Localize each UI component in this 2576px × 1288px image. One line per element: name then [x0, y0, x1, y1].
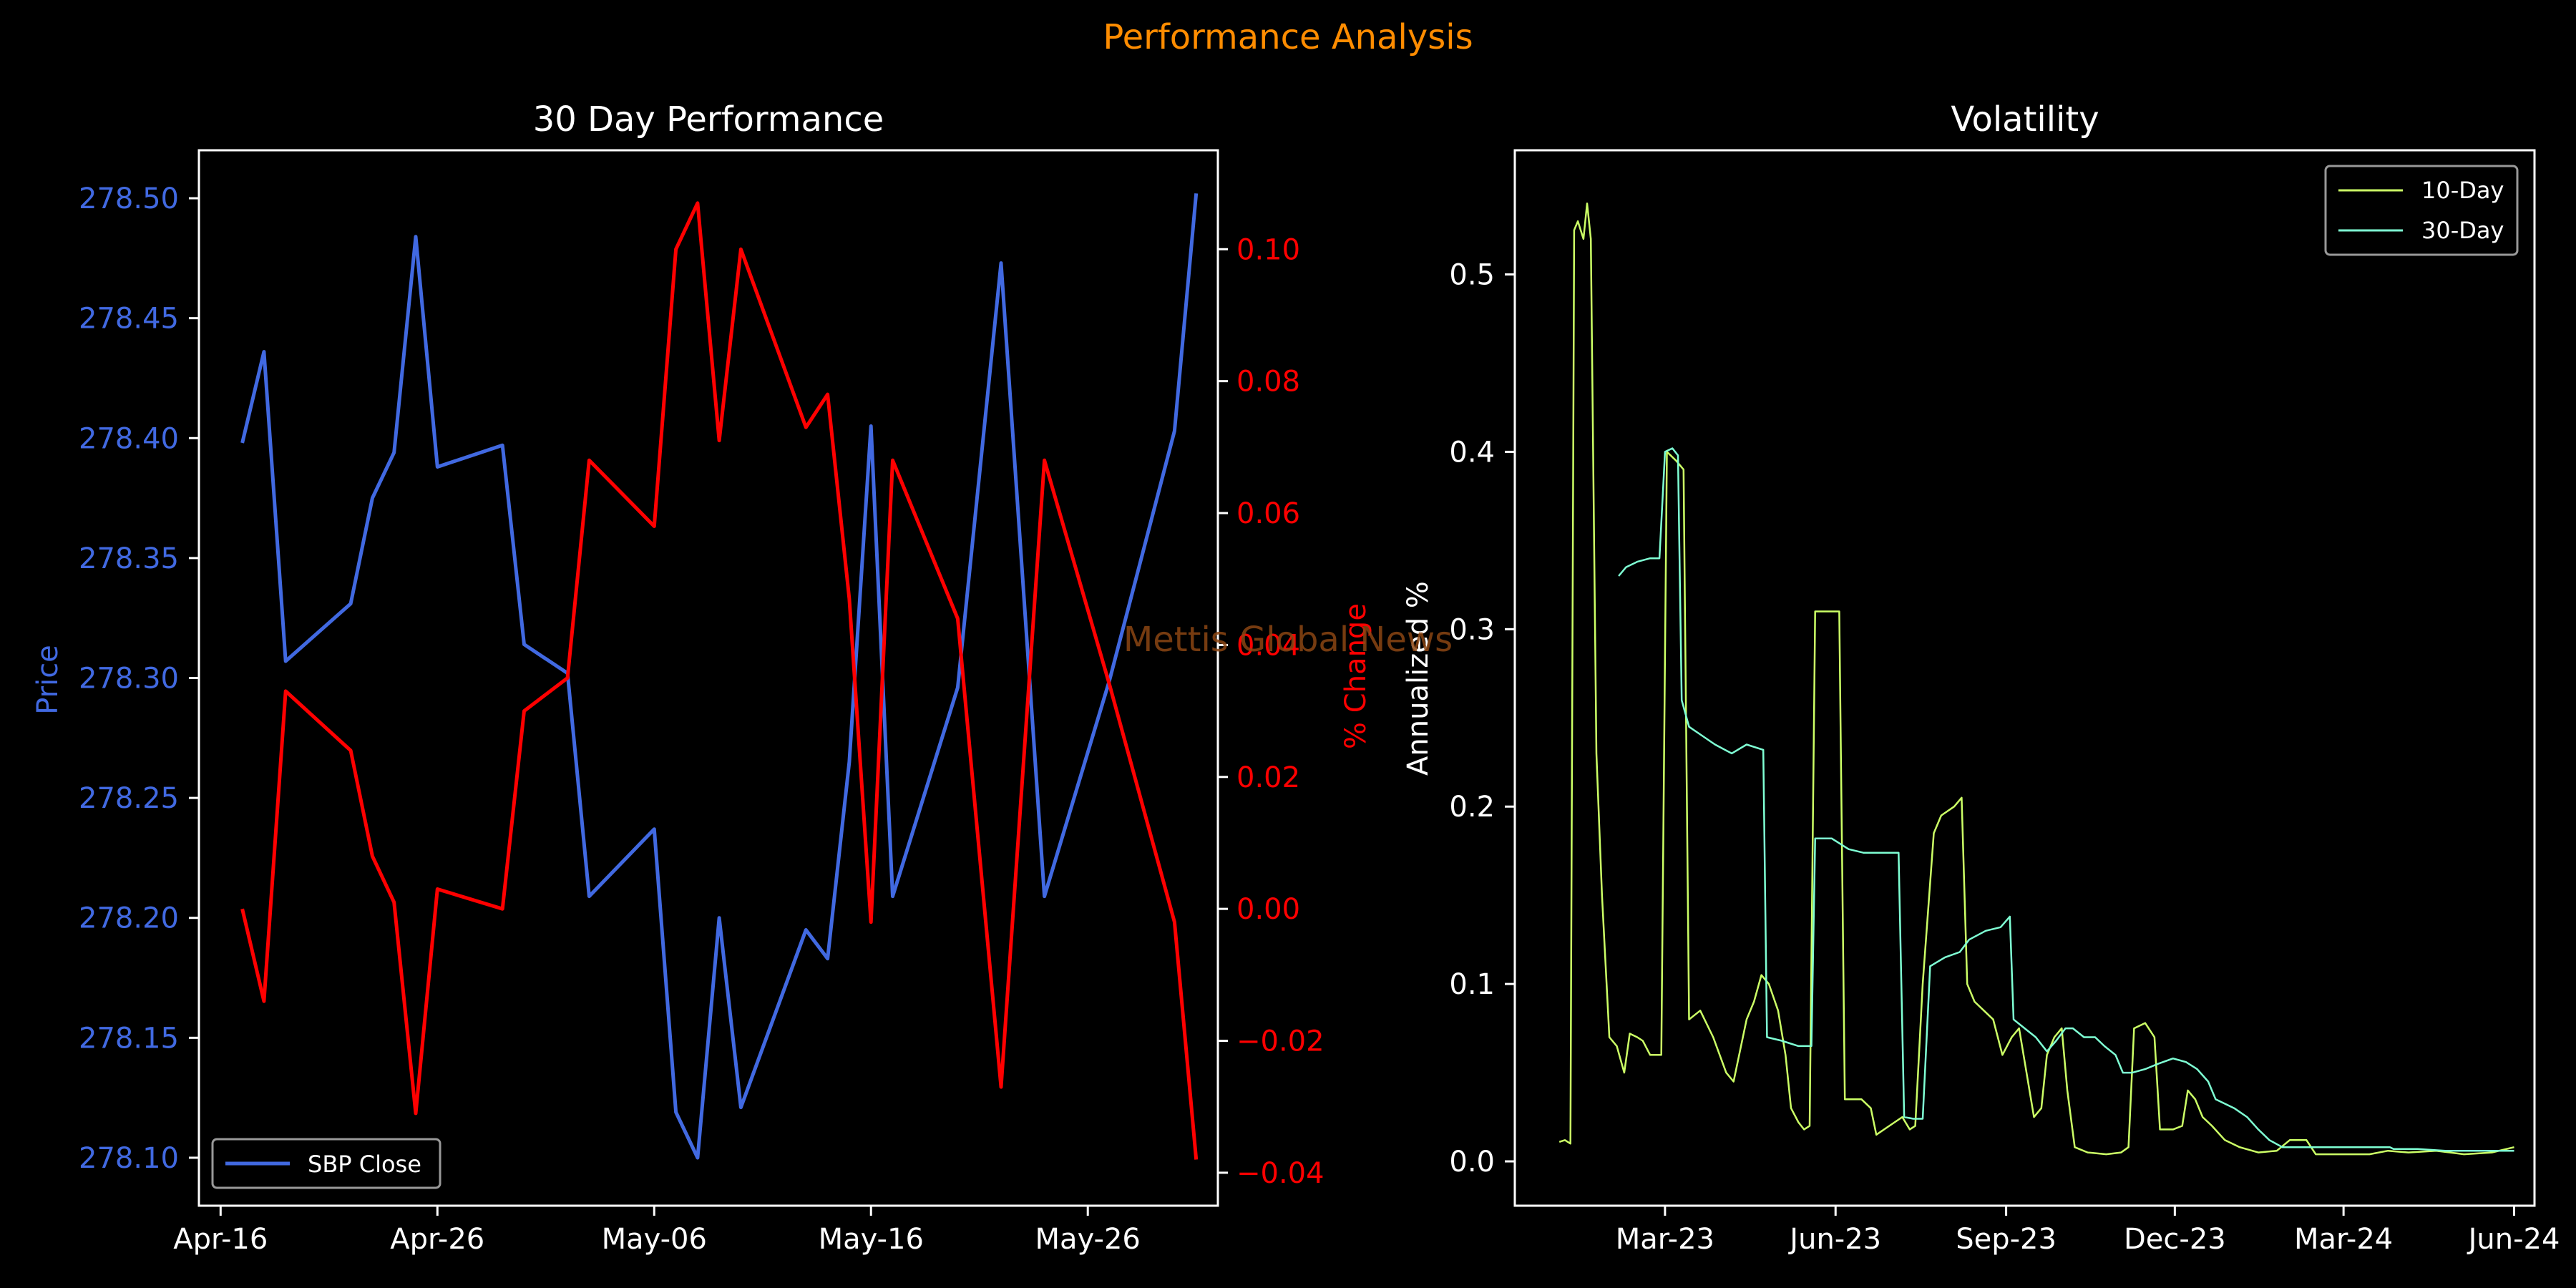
right-legend: 10-Day 30-Day	[2324, 165, 2519, 256]
right-y-tick-label: 0.00	[1236, 893, 1300, 926]
vol-30-day-line	[1618, 447, 2514, 1152]
vol-x-tick-label: Jun-24	[2467, 1223, 2560, 1256]
left-x-tick-label: Apr-16	[173, 1223, 268, 1256]
left-legend-box	[211, 1138, 441, 1189]
left-y-tick-label: 278.40	[79, 422, 179, 455]
vol-y-tick-label: 0.3	[1449, 613, 1495, 646]
right-y-tick-label: −0.04	[1236, 1157, 1324, 1190]
sbp-close-line	[240, 193, 1199, 1160]
left-y-tick-label: 278.35	[79, 542, 179, 575]
left-x-tick-label: Apr-26	[390, 1223, 484, 1256]
vol-x-tick-label: Mar-24	[2294, 1223, 2393, 1256]
right-y-axis-label: % Change	[1340, 603, 1372, 749]
left-y-tick-label: 278.15	[79, 1022, 179, 1055]
left-y-tick-label: 278.30	[79, 663, 179, 696]
right-chart-frame	[1513, 149, 2536, 1207]
vol-x-tick-label: Jun-23	[1787, 1223, 1881, 1256]
vol-y-tick-label: 0.2	[1449, 791, 1495, 824]
left-y-tick-label: 278.50	[79, 182, 179, 215]
vol-x-tick-label: Mar-23	[1616, 1223, 1714, 1256]
legend-sbp-close-label: SBP Close	[308, 1151, 421, 1178]
right-chart-plot-area: Mar-23 Jun-23 Sep-23 Dec-23 Mar-24 Jun-24 0.0 0…	[1449, 149, 2560, 1256]
watermark: Mettis Global News	[1123, 620, 1453, 660]
left-chart-title: 30 Day Performance	[533, 99, 884, 140]
left-x-tick-label: May-16	[819, 1223, 924, 1256]
left-x-tick-label: May-06	[602, 1223, 707, 1256]
vol-x-tick-label: Sep-23	[1956, 1223, 2057, 1256]
vol-y-tick-label: 0.5	[1449, 259, 1495, 292]
left-x-tick-label: May-26	[1035, 1223, 1141, 1256]
left-y-tick-label: 278.25	[79, 782, 179, 815]
pct-change-line	[240, 201, 1199, 1160]
figure-suptitle: Performance Analysis	[1103, 17, 1473, 57]
left-legend: SBP Close	[211, 1138, 441, 1189]
right-y-tick-label: 0.04	[1236, 629, 1300, 662]
left-y-axis-label: Price	[31, 645, 64, 715]
left-y-tick-label: 278.20	[79, 902, 179, 935]
volatility-y-axis-label: Annualized %	[1402, 581, 1435, 776]
right-legend-box	[2324, 165, 2519, 256]
right-chart-title: Volatility	[1951, 99, 2099, 140]
right-y-tick-label: 0.02	[1236, 761, 1300, 794]
left-chart-plot-area: Apr-16 Apr-26 May-06 May-16 May-26 278.10 278.…	[79, 149, 1324, 1256]
left-y-tick-label: 278.45	[79, 303, 179, 336]
vol-10-day-line	[1558, 203, 2514, 1156]
right-y-tick-label: 0.06	[1236, 497, 1300, 530]
right-y-tick-label: −0.02	[1236, 1025, 1324, 1058]
right-y-tick-label: 0.10	[1236, 233, 1300, 266]
right-y-tick-label: 0.08	[1236, 366, 1300, 399]
legend-30-day-label: 30-Day	[2421, 217, 2504, 244]
vol-y-tick-label: 0.4	[1449, 436, 1495, 469]
left-y-tick-label: 278.10	[79, 1142, 179, 1175]
vol-x-tick-label: Dec-23	[2124, 1223, 2226, 1256]
vol-y-tick-label: 0.1	[1449, 968, 1495, 1001]
vol-y-tick-label: 0.0	[1449, 1146, 1495, 1179]
legend-10-day-label: 10-Day	[2421, 177, 2504, 204]
